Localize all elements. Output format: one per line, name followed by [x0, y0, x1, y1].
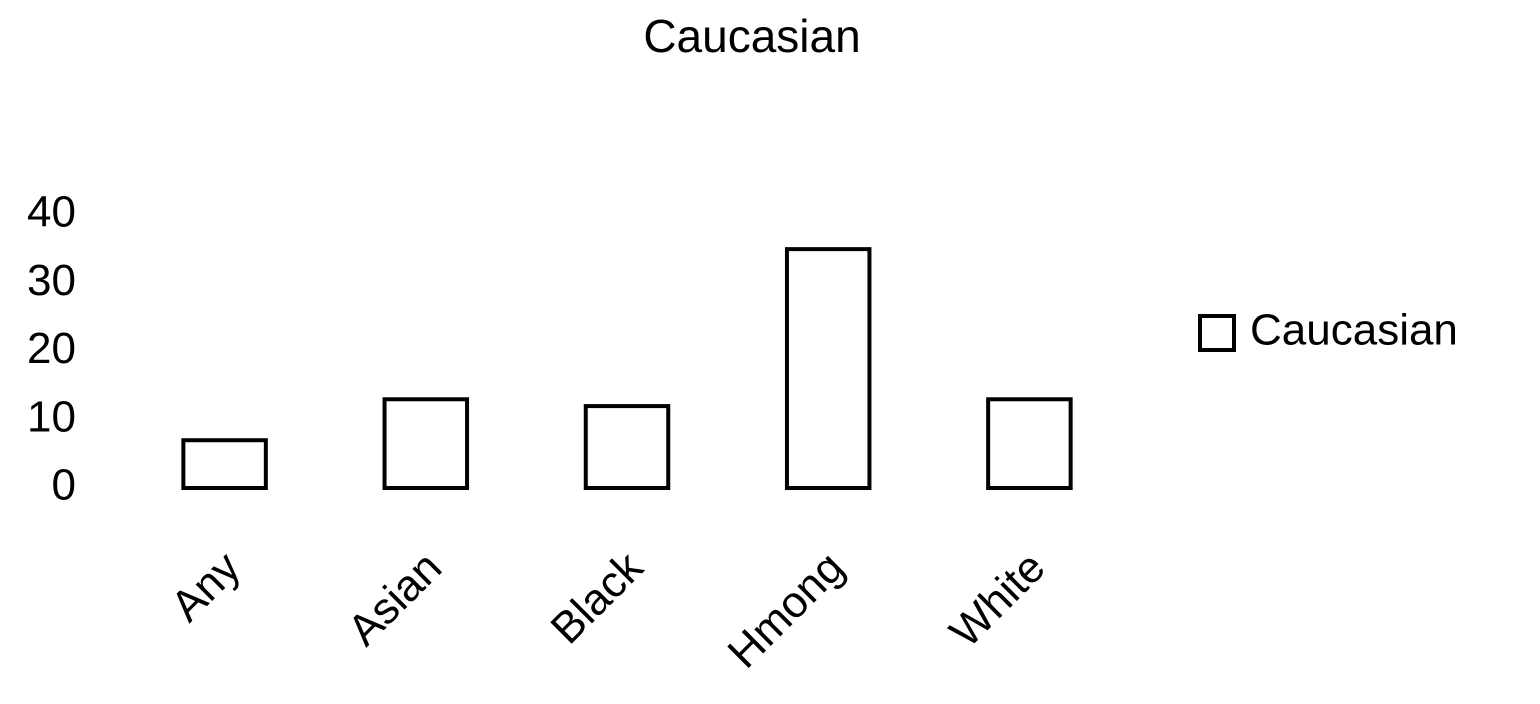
- x-tick-label: Any: [162, 543, 250, 631]
- x-tick-label: White: [941, 543, 1055, 657]
- y-tick-label: 40: [27, 188, 76, 237]
- bar: [583, 404, 671, 491]
- y-tick-label: 30: [27, 256, 76, 305]
- legend-label: Caucasian: [1250, 306, 1458, 355]
- chart-title: Caucasian: [643, 10, 860, 62]
- y-tick-label: 10: [27, 392, 76, 441]
- x-tick-label: Black: [542, 542, 653, 653]
- y-tick-label: 20: [27, 324, 76, 373]
- bar: [986, 397, 1073, 490]
- y-tick-label: 0: [52, 461, 76, 510]
- bar: [181, 438, 268, 491]
- legend-swatch: [1198, 314, 1236, 352]
- x-tick-label: Asian: [339, 543, 451, 655]
- x-tick-label: Hmong: [719, 543, 854, 678]
- bar: [784, 247, 872, 490]
- bar: [382, 397, 470, 490]
